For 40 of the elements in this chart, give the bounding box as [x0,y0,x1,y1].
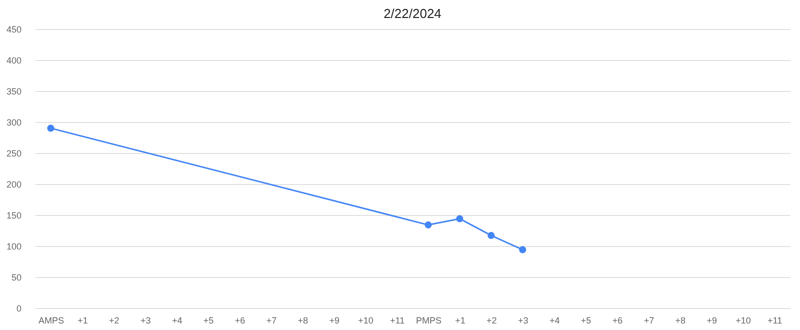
y-tick-label: 0 [16,304,22,314]
x-tick-label: +5 [203,316,214,326]
y-tick-label: 350 [6,86,22,96]
x-tick-label: +9 [329,316,340,326]
point [456,215,464,222]
y-tick-label: 200 [6,180,22,190]
x-tick-label: +7 [266,316,277,326]
x-tick-label: +2 [109,316,120,326]
x-tick-label: +5 [580,316,592,326]
point [47,124,54,132]
x-tick-label: +1 [455,316,466,326]
x-tick-label: PMPS [416,316,442,326]
x-tick-label: +8 [298,316,308,326]
x-tick-label: +9 [706,316,717,326]
point [488,232,495,239]
x-tick-label: AMPS [38,316,64,326]
x-tick-label: +11 [767,316,782,326]
x-tick-label: +2 [486,316,497,326]
x-tick-label: +7 [644,316,654,326]
y-tick-label: 100 [6,242,22,252]
x-tick-label: +11 [390,316,405,326]
x-tick-label: +8 [675,316,686,326]
y-tick-label: 50 [11,272,22,282]
point [424,221,432,228]
y-tick-label: 450 [6,24,22,34]
x-tick-label: +6 [234,316,246,326]
x-tick-label: +10 [736,316,751,326]
x-tick-label: +4 [549,316,560,326]
x-tick-label: +1 [78,316,88,326]
x-tick-label: +3 [140,316,151,326]
point [519,246,526,254]
y-tick-label: 250 [6,148,22,158]
y-tick-label: 150 [6,210,22,220]
y-tick-label: 300 [6,118,22,128]
x-tick-label: +3 [518,316,528,326]
x-tick-label: +6 [612,316,623,326]
chart-title: 2/22/2024 [384,6,442,21]
y-tick-label: 400 [6,56,22,66]
x-tick-label: +4 [172,316,182,326]
x-tick-label: +10 [358,316,374,326]
